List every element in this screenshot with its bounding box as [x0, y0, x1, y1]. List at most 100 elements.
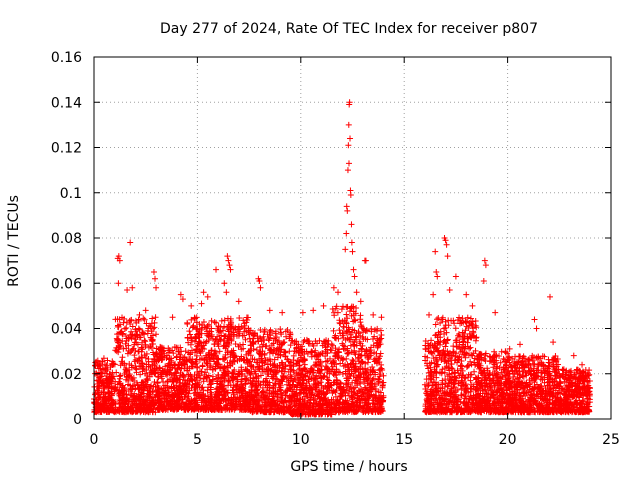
data-point [185, 390, 192, 397]
data-point [106, 380, 113, 387]
data-point [133, 319, 140, 326]
data-point [236, 314, 243, 321]
data-point [127, 405, 134, 412]
data-point [180, 372, 187, 379]
data-point [138, 394, 145, 401]
data-point [222, 354, 229, 361]
data-point [205, 337, 212, 344]
data-point [170, 350, 177, 357]
data-point [107, 364, 114, 371]
data-point [101, 390, 108, 397]
data-point [119, 408, 126, 415]
data-point [176, 364, 183, 371]
data-point [104, 357, 111, 364]
data-point [162, 363, 169, 370]
data-point [142, 341, 149, 348]
data-point [197, 339, 204, 346]
data-point [215, 329, 222, 336]
data-point [161, 398, 168, 405]
data-point [134, 381, 141, 388]
data-point [132, 356, 139, 363]
data-point [154, 354, 161, 361]
data-point [169, 378, 176, 385]
data-point [364, 359, 371, 366]
data-point [169, 391, 176, 398]
data-point [117, 329, 124, 336]
data-point [193, 325, 200, 332]
data-point [112, 316, 119, 323]
data-point [125, 347, 132, 354]
data-point [131, 358, 138, 365]
data-point [204, 387, 211, 394]
data-point [118, 388, 125, 395]
data-point [143, 405, 150, 412]
data-point [113, 369, 120, 376]
data-point [126, 360, 133, 367]
data-point [442, 376, 449, 383]
data-point [171, 361, 178, 368]
data-point [213, 319, 220, 326]
data-point [161, 350, 168, 357]
data-point [158, 375, 165, 382]
data-point [155, 404, 162, 411]
data-point [177, 379, 184, 386]
data-point [150, 388, 157, 395]
data-point [158, 344, 165, 351]
data-point [108, 397, 115, 404]
data-point [202, 369, 209, 376]
data-point [119, 360, 126, 367]
data-point [116, 401, 123, 408]
data-point [96, 377, 103, 384]
data-point [109, 358, 116, 365]
data-point [123, 325, 130, 332]
data-point [131, 378, 138, 385]
data-point [184, 319, 191, 326]
data-point [180, 354, 187, 361]
data-point [128, 317, 135, 324]
data-point [146, 385, 153, 392]
data-point [160, 392, 167, 399]
data-point [173, 397, 180, 404]
data-point [205, 321, 212, 328]
data-point [193, 335, 200, 342]
data-point [243, 328, 250, 335]
data-point [225, 397, 232, 404]
data-point [132, 332, 139, 339]
data-point [462, 354, 469, 361]
data-point [166, 389, 173, 396]
data-point [114, 381, 121, 388]
data-point [120, 319, 127, 326]
data-point [116, 344, 123, 351]
data-point [148, 397, 155, 404]
data-point [336, 327, 343, 334]
data-point [223, 343, 230, 350]
data-point [186, 328, 193, 335]
data-point [428, 337, 435, 344]
data-point [164, 368, 171, 375]
data-point [145, 361, 152, 368]
data-point [170, 394, 177, 401]
data-point [117, 404, 124, 411]
data-point [168, 364, 175, 371]
data-point [196, 394, 203, 401]
data-point [175, 393, 182, 400]
data-point [177, 344, 184, 351]
data-point [129, 396, 136, 403]
data-point [114, 322, 121, 329]
data-point [127, 386, 134, 393]
data-point [144, 327, 151, 334]
data-point [502, 349, 509, 356]
data-point [137, 371, 144, 378]
data-point [95, 399, 102, 406]
data-point [164, 378, 171, 385]
data-point [168, 400, 175, 407]
data-point [97, 365, 104, 372]
data-point [442, 325, 449, 332]
data-point [216, 365, 223, 372]
data-point [200, 318, 207, 325]
data-point [225, 382, 232, 389]
data-point [113, 406, 120, 413]
data-point [233, 396, 240, 403]
data-point [218, 317, 225, 324]
data-point [121, 315, 128, 322]
